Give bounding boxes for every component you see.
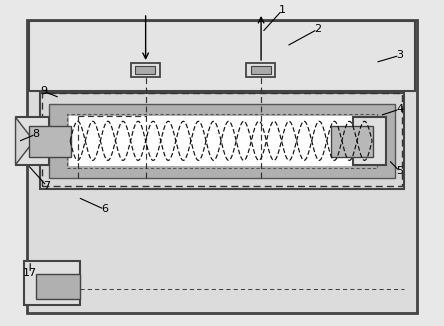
Text: 4: 4 [396,104,403,114]
Text: 8: 8 [32,129,39,139]
Bar [24,261,80,305]
Bar [246,63,275,77]
Text: 3: 3 [396,51,403,60]
Bar [29,21,415,91]
Text: 1: 1 [278,6,285,15]
Bar [29,126,71,157]
Text: 6: 6 [101,204,108,214]
Bar [49,104,395,178]
Text: 17: 17 [23,268,37,278]
Bar [42,93,402,186]
Text: 5: 5 [396,166,403,176]
Bar [135,66,155,74]
Text: 2: 2 [314,24,321,34]
Bar [353,117,386,165]
Bar [69,116,375,166]
Bar [36,274,80,299]
Bar [40,93,404,189]
Bar [251,66,271,74]
Bar [331,126,373,157]
Bar [67,114,377,168]
Polygon shape [16,117,34,165]
Bar [27,20,417,313]
Text: 9: 9 [40,86,47,96]
Text: 7: 7 [43,181,50,191]
Bar [131,63,160,77]
Bar [16,117,49,165]
